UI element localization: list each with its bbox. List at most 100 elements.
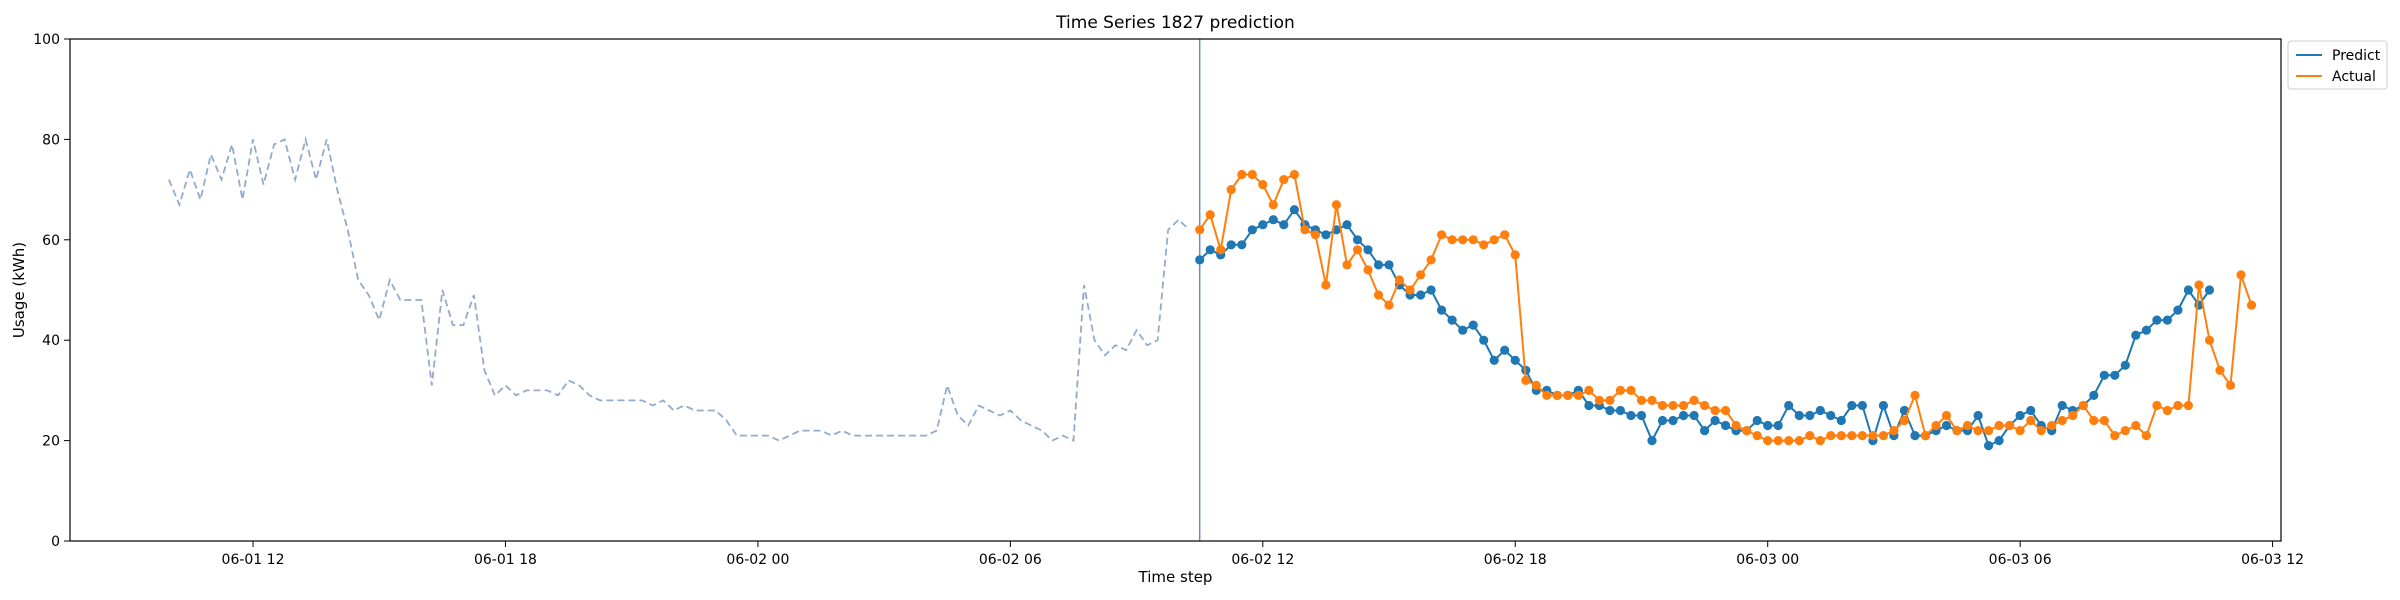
point-actual-49 (1710, 405, 1720, 416)
point-actual-52 (1742, 426, 1752, 436)
point-actual-67 (1899, 415, 1909, 426)
point-predict-55 (1773, 420, 1783, 431)
point-actual-50 (1721, 405, 1731, 416)
point-predict-46 (1678, 410, 1689, 421)
point-predict-30 (1510, 355, 1520, 365)
point-predict-75 (1984, 441, 1994, 451)
point-predict-41 (1626, 410, 1636, 421)
point-predict-92 (2162, 315, 2172, 325)
point-actual-91 (2152, 400, 2162, 411)
point-actual-30 (1510, 250, 1520, 260)
point-predict-5 (1247, 225, 1257, 235)
point-actual-66 (1889, 426, 1899, 436)
point-actual-39 (1605, 395, 1615, 405)
y-tick-label-1: 20 (42, 434, 60, 450)
x-tick-label-5: 06-02 18 (1484, 552, 1547, 568)
point-actual-63 (1857, 431, 1867, 441)
point-predict-78 (2015, 410, 2025, 421)
point-actual-11 (1310, 230, 1320, 240)
point-actual-81 (2047, 420, 2057, 431)
point-actual-95 (2194, 280, 2204, 290)
point-predict-56 (1784, 400, 1794, 411)
point-predict-93 (2173, 305, 2183, 315)
point-actual-14 (1342, 260, 1352, 270)
point-predict-86 (2099, 370, 2109, 380)
point-actual-46 (1678, 400, 1689, 411)
point-actual-4 (1237, 169, 1247, 180)
point-actual-20 (1405, 285, 1415, 295)
point-predict-7 (1268, 215, 1278, 225)
point-actual-69 (1920, 431, 1931, 441)
point-actual-10 (1300, 225, 1310, 235)
point-actual-27 (1479, 240, 1489, 250)
point-actual-53 (1752, 431, 1762, 441)
y-tick-label-2: 40 (42, 333, 60, 349)
point-actual-16 (1363, 265, 1373, 275)
point-predict-60 (1826, 410, 1836, 421)
x-tick-label-3: 06-02 06 (979, 552, 1042, 568)
point-actual-47 (1689, 395, 1699, 405)
point-predict-91 (2152, 315, 2162, 325)
point-actual-89 (2131, 420, 2141, 431)
point-predict-85 (2089, 390, 2099, 400)
point-actual-48 (1700, 400, 1710, 411)
x-axis-label: Time step (1138, 568, 1213, 586)
point-predict-79 (2026, 405, 2036, 416)
point-predict-23 (1437, 305, 1447, 315)
point-predict-59 (1815, 405, 1825, 416)
point-actual-18 (1384, 300, 1394, 310)
point-actual-88 (2120, 426, 2130, 436)
point-actual-96 (2204, 335, 2215, 345)
point-predict-17 (1373, 260, 1384, 270)
point-actual-17 (1373, 290, 1384, 300)
point-actual-38 (1594, 395, 1604, 405)
point-actual-26 (1468, 235, 1478, 245)
point-actual-83 (2068, 410, 2078, 421)
point-actual-41 (1626, 385, 1636, 395)
point-actual-98 (2225, 380, 2236, 390)
point-predict-88 (2120, 360, 2130, 370)
point-actual-1 (1205, 210, 1215, 220)
point-actual-55 (1773, 436, 1783, 446)
point-actual-71 (1941, 410, 1952, 421)
point-actual-36 (1573, 390, 1583, 400)
point-actual-74 (1973, 426, 1983, 436)
x-tick-label-1: 06-01 18 (474, 552, 537, 568)
point-predict-25 (1458, 325, 1468, 335)
point-actual-58 (1805, 431, 1815, 441)
point-actual-64 (1868, 431, 1878, 441)
plot-area (168, 39, 2257, 541)
point-actual-84 (2078, 400, 2088, 411)
point-actual-75 (1984, 426, 1994, 436)
point-predict-45 (1668, 415, 1678, 426)
point-actual-78 (2015, 426, 2025, 436)
point-actual-12 (1321, 280, 1331, 290)
point-actual-2 (1216, 245, 1226, 255)
point-predict-82 (2057, 400, 2067, 411)
y-tick-label-3: 60 (42, 233, 60, 249)
point-actual-0 (1195, 225, 1205, 235)
point-actual-77 (2005, 420, 2015, 431)
point-predict-1 (1205, 245, 1215, 255)
point-actual-73 (1962, 420, 1973, 431)
x-tick-label-6: 06-03 00 (1736, 552, 1799, 568)
point-actual-8 (1279, 175, 1289, 185)
point-actual-24 (1447, 235, 1457, 245)
point-predict-90 (2141, 325, 2151, 335)
point-actual-45 (1668, 400, 1678, 411)
point-predict-24 (1447, 315, 1457, 325)
point-actual-90 (2141, 431, 2151, 441)
point-actual-37 (1584, 385, 1594, 395)
point-actual-22 (1426, 255, 1436, 265)
point-predict-42 (1636, 410, 1647, 421)
point-predict-68 (1910, 431, 1920, 441)
point-predict-71 (1941, 420, 1952, 431)
point-predict-18 (1384, 260, 1394, 270)
x-tick-label-2: 06-02 00 (726, 552, 789, 568)
point-actual-13 (1331, 200, 1341, 210)
point-actual-43 (1647, 395, 1657, 405)
point-predict-62 (1847, 400, 1857, 411)
point-actual-34 (1552, 390, 1562, 400)
point-actual-51 (1731, 420, 1741, 431)
